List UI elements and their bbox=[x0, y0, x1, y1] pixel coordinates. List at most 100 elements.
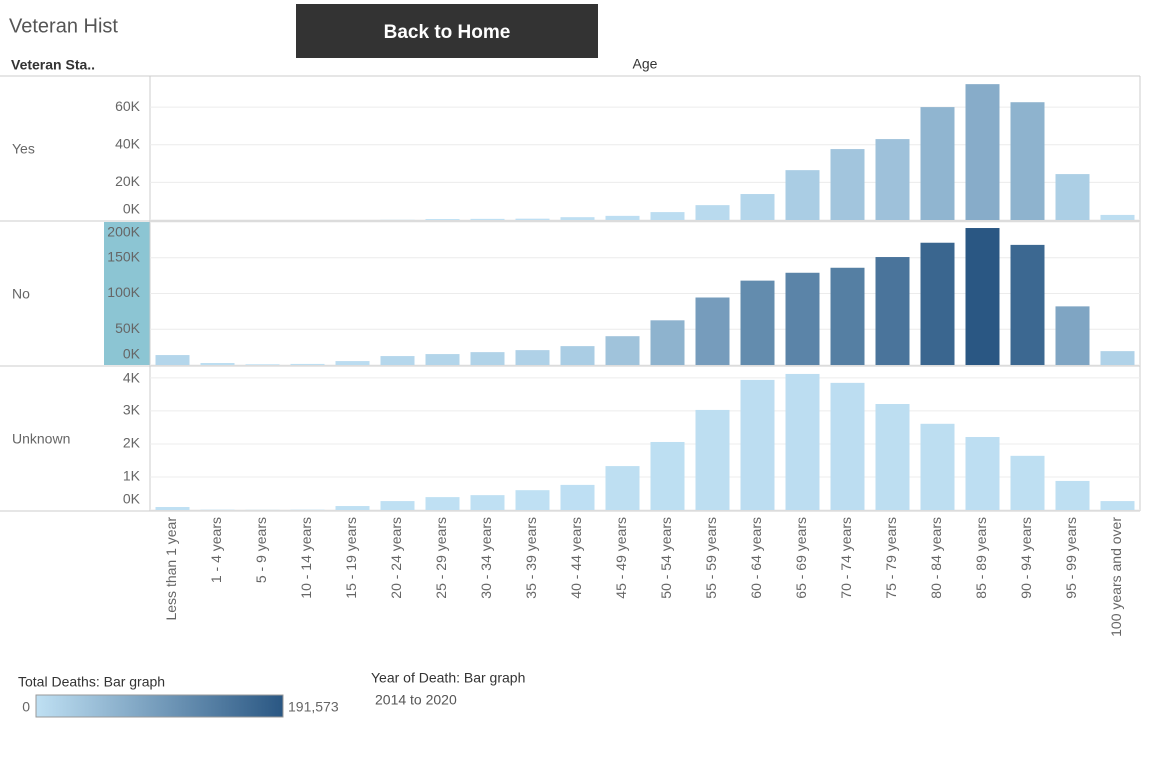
x-tick-label: 70 - 74 years bbox=[838, 517, 854, 599]
x-tick-label: 100 years and over bbox=[1108, 517, 1124, 637]
dashboard-title: Veteran Hist bbox=[9, 15, 118, 37]
bar bbox=[605, 466, 640, 510]
legend-gradient bbox=[35, 694, 284, 718]
bar bbox=[1010, 102, 1045, 220]
bar bbox=[380, 356, 415, 365]
bar bbox=[560, 346, 595, 365]
back-button[interactable] bbox=[296, 4, 598, 58]
y-tick-label: 0K bbox=[123, 491, 141, 507]
y-tick-label: 40K bbox=[115, 135, 141, 151]
bar bbox=[695, 205, 730, 220]
bar bbox=[830, 382, 865, 510]
y-tick-label: 20K bbox=[115, 173, 141, 189]
row-label: Unknown bbox=[12, 431, 70, 447]
bar bbox=[785, 170, 820, 220]
x-tick-label: 25 - 29 years bbox=[433, 517, 449, 599]
y-tick-label: 200K bbox=[107, 224, 140, 240]
x-tick-label: 90 - 94 years bbox=[1018, 517, 1034, 599]
bar bbox=[335, 361, 370, 365]
bar bbox=[920, 423, 955, 510]
bar bbox=[650, 320, 685, 365]
bar bbox=[470, 352, 505, 365]
x-tick-label: 95 - 99 years bbox=[1063, 517, 1079, 599]
legend-title: Total Deaths: Bar graph bbox=[18, 674, 165, 690]
bar bbox=[650, 441, 685, 510]
y-tick-label: 60K bbox=[115, 98, 141, 114]
bar bbox=[1100, 351, 1135, 365]
bar bbox=[740, 194, 775, 220]
bar bbox=[425, 219, 460, 220]
bar bbox=[740, 379, 775, 510]
x-tick-label: 1 - 4 years bbox=[208, 517, 224, 583]
y-tick-label: 3K bbox=[123, 402, 141, 418]
bar bbox=[155, 507, 190, 510]
bar bbox=[965, 84, 1000, 221]
row-label: No bbox=[12, 286, 30, 302]
x-tick-label: 75 - 79 years bbox=[883, 517, 899, 599]
x-tick-label: 45 - 49 years bbox=[613, 517, 629, 599]
x-tick-label: 30 - 34 years bbox=[478, 517, 494, 599]
filter-title: Year of Death: Bar graph bbox=[371, 670, 525, 686]
bar bbox=[470, 495, 505, 510]
legend-max: 191,573 bbox=[288, 699, 339, 715]
y-tick-label: 2K bbox=[123, 435, 141, 451]
bar bbox=[1010, 455, 1045, 510]
y-tick-label: 1K bbox=[123, 468, 141, 484]
bar bbox=[920, 107, 955, 220]
bar bbox=[695, 297, 730, 365]
bar bbox=[650, 212, 685, 220]
bar bbox=[335, 506, 370, 510]
x-tick-label: 5 - 9 years bbox=[253, 517, 269, 583]
bar bbox=[740, 280, 775, 365]
bar bbox=[1055, 306, 1090, 365]
bar bbox=[515, 350, 550, 365]
bar bbox=[830, 267, 865, 365]
x-tick-label: 55 - 59 years bbox=[703, 517, 719, 599]
x-tick-label: 65 - 69 years bbox=[793, 517, 809, 599]
x-tick-label: 50 - 54 years bbox=[658, 517, 674, 599]
row-label: Yes bbox=[12, 141, 35, 157]
bar bbox=[965, 437, 1000, 510]
bar bbox=[605, 336, 640, 365]
bar bbox=[875, 257, 910, 365]
bar bbox=[200, 362, 235, 365]
bar bbox=[1100, 501, 1135, 510]
y-tick-label: 50K bbox=[115, 320, 141, 336]
bar bbox=[695, 409, 730, 510]
row-header: Veteran Sta.. bbox=[11, 57, 95, 73]
back-button-label[interactable]: Back to Home bbox=[384, 22, 511, 43]
x-tick-label: 10 - 14 years bbox=[298, 517, 314, 599]
x-tick-label: 85 - 89 years bbox=[973, 517, 989, 599]
bar bbox=[830, 149, 865, 220]
bar bbox=[785, 373, 820, 510]
legend-min: 0 bbox=[22, 699, 30, 715]
x-tick-label: Less than 1 year bbox=[163, 517, 179, 621]
selection-highlight bbox=[104, 222, 150, 365]
bar bbox=[1055, 480, 1090, 510]
x-tick-label: 15 - 19 years bbox=[343, 517, 359, 599]
bar bbox=[425, 497, 460, 510]
bar bbox=[920, 242, 955, 365]
x-tick-label: 20 - 24 years bbox=[388, 517, 404, 599]
bar bbox=[425, 354, 460, 365]
bar bbox=[560, 484, 595, 510]
bar bbox=[560, 217, 595, 220]
bar bbox=[245, 364, 280, 365]
y-tick-label: 0K bbox=[123, 346, 141, 362]
bar bbox=[875, 403, 910, 510]
x-tick-label: 60 - 64 years bbox=[748, 517, 764, 599]
bar bbox=[1100, 214, 1135, 220]
bar bbox=[515, 218, 550, 220]
filter-value: 2014 to 2020 bbox=[375, 692, 457, 708]
x-tick-label: 35 - 39 years bbox=[523, 517, 539, 599]
column-header: Age bbox=[633, 56, 658, 72]
bar bbox=[380, 501, 415, 510]
bar bbox=[155, 355, 190, 365]
bar bbox=[605, 215, 640, 220]
bar bbox=[785, 272, 820, 365]
bar bbox=[470, 218, 505, 220]
bar bbox=[1010, 244, 1045, 365]
x-tick-label: 40 - 44 years bbox=[568, 517, 584, 599]
x-tick-label: 80 - 84 years bbox=[928, 517, 944, 599]
